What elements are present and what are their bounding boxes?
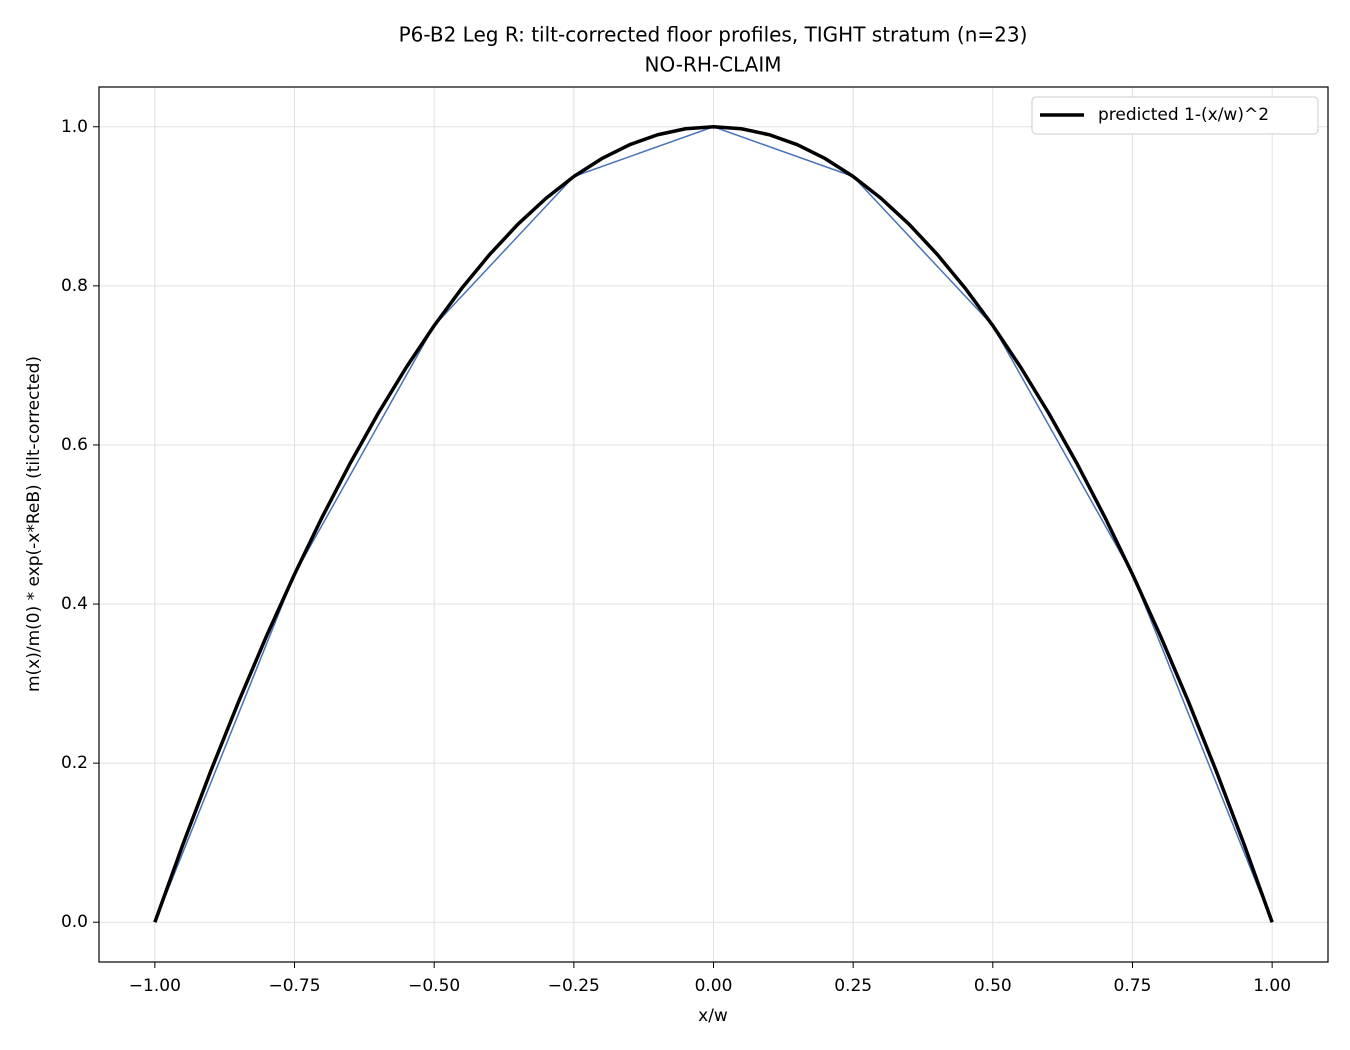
x-tick-label: 0.75 <box>1114 976 1152 996</box>
y-tick-label: 0.2 <box>61 753 88 773</box>
x-tick-label: 0.50 <box>974 976 1012 996</box>
x-tick-label: 0.25 <box>834 976 872 996</box>
y-tick-label: 1.0 <box>61 117 88 137</box>
x-axis-label: x/w <box>698 1006 728 1026</box>
legend-label: predicted 1-(x/w)^2 <box>1098 105 1269 125</box>
y-tick-label: 0.8 <box>61 276 88 296</box>
series-line <box>153 125 1274 923</box>
x-tick-label: 1.00 <box>1253 976 1291 996</box>
x-tick-label: −1.00 <box>129 976 181 996</box>
x-tick-label: −0.75 <box>268 976 320 996</box>
chart-title: P6-B2 Leg R: tilt-corrected floor profil… <box>399 23 1028 47</box>
legend-box <box>1031 96 1319 135</box>
x-tick-label: −0.25 <box>548 976 600 996</box>
x-tick-label: 0.00 <box>695 976 733 996</box>
y-axis-label: m(x)/m(0) * exp(-x*ReB) (tilt-corrected) <box>24 356 44 692</box>
chart-subtitle: NO-RH-CLAIM <box>644 53 781 77</box>
y-tick-label: 0.4 <box>61 594 88 614</box>
y-tick-label: 0.0 <box>61 912 88 932</box>
plot-frame <box>98 86 1329 963</box>
y-tick-label: 0.6 <box>61 435 88 455</box>
x-tick-label: −0.50 <box>408 976 460 996</box>
